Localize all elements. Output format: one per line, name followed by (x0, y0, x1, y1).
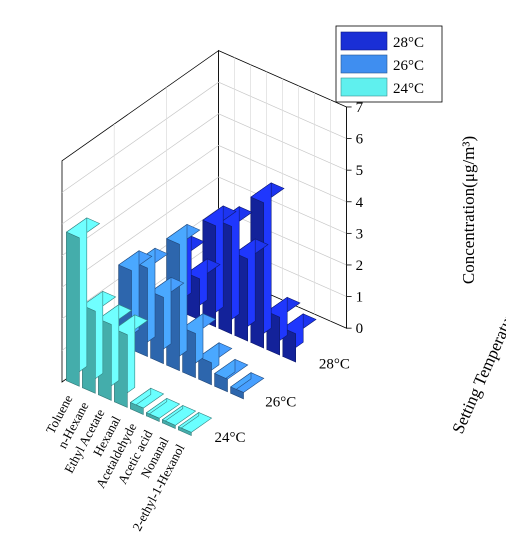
bar-acetic-acid-26c (198, 342, 233, 386)
legend: 28°C 26°C 24°C (335, 25, 443, 103)
bar-acetaldehyde-24c (129, 387, 165, 415)
z-tick-label: 3 (356, 226, 364, 242)
temperature-label: 24°C (215, 430, 246, 446)
y-axis-temperature-labels: 24°C 26°C 28°C (215, 357, 350, 446)
legend-label: 28°C (393, 35, 424, 51)
legend-label: 26°C (393, 58, 424, 74)
temperature-label: 26°C (265, 394, 296, 410)
bar-2-ethyl-1-hexanol-26c (230, 372, 265, 400)
bar-acetic-acid-24c (145, 397, 181, 422)
z-axis-title: Concentration(μg/m³) (459, 136, 478, 284)
bar-hexanal-28c (218, 206, 253, 335)
temperature-label: 28°C (319, 357, 350, 373)
z-tick-label: 5 (356, 163, 364, 179)
z-tick-label: 4 (356, 195, 364, 211)
bar-nonanal-24c (161, 404, 197, 429)
y-axis-title: Setting Temperature (448, 303, 506, 437)
bar-2-ethyl-1-hexanol-24c (177, 411, 213, 437)
chart-bars (65, 182, 317, 437)
z-tick-label: 7 (356, 100, 364, 116)
z-tick-label: 2 (356, 258, 364, 274)
bar-2-ethyl-1-hexanol-28c (282, 313, 317, 363)
z-tick-label: 1 (356, 290, 364, 306)
z-tick-label: 6 (356, 132, 364, 148)
legend-swatch (340, 31, 388, 51)
z-axis-ticks: 0 1 2 3 4 5 6 7 (346, 100, 364, 337)
bar-ethyl-acetate-24c (97, 304, 133, 401)
z-tick-label: 0 (356, 321, 364, 337)
legend-swatch (340, 77, 388, 97)
legend-label: 24°C (393, 81, 424, 97)
bar-toluene-24c (65, 217, 101, 387)
bar-nonanal-26c (214, 358, 249, 393)
legend-swatch (340, 54, 388, 74)
bar-n-hexane-24c (81, 290, 117, 394)
